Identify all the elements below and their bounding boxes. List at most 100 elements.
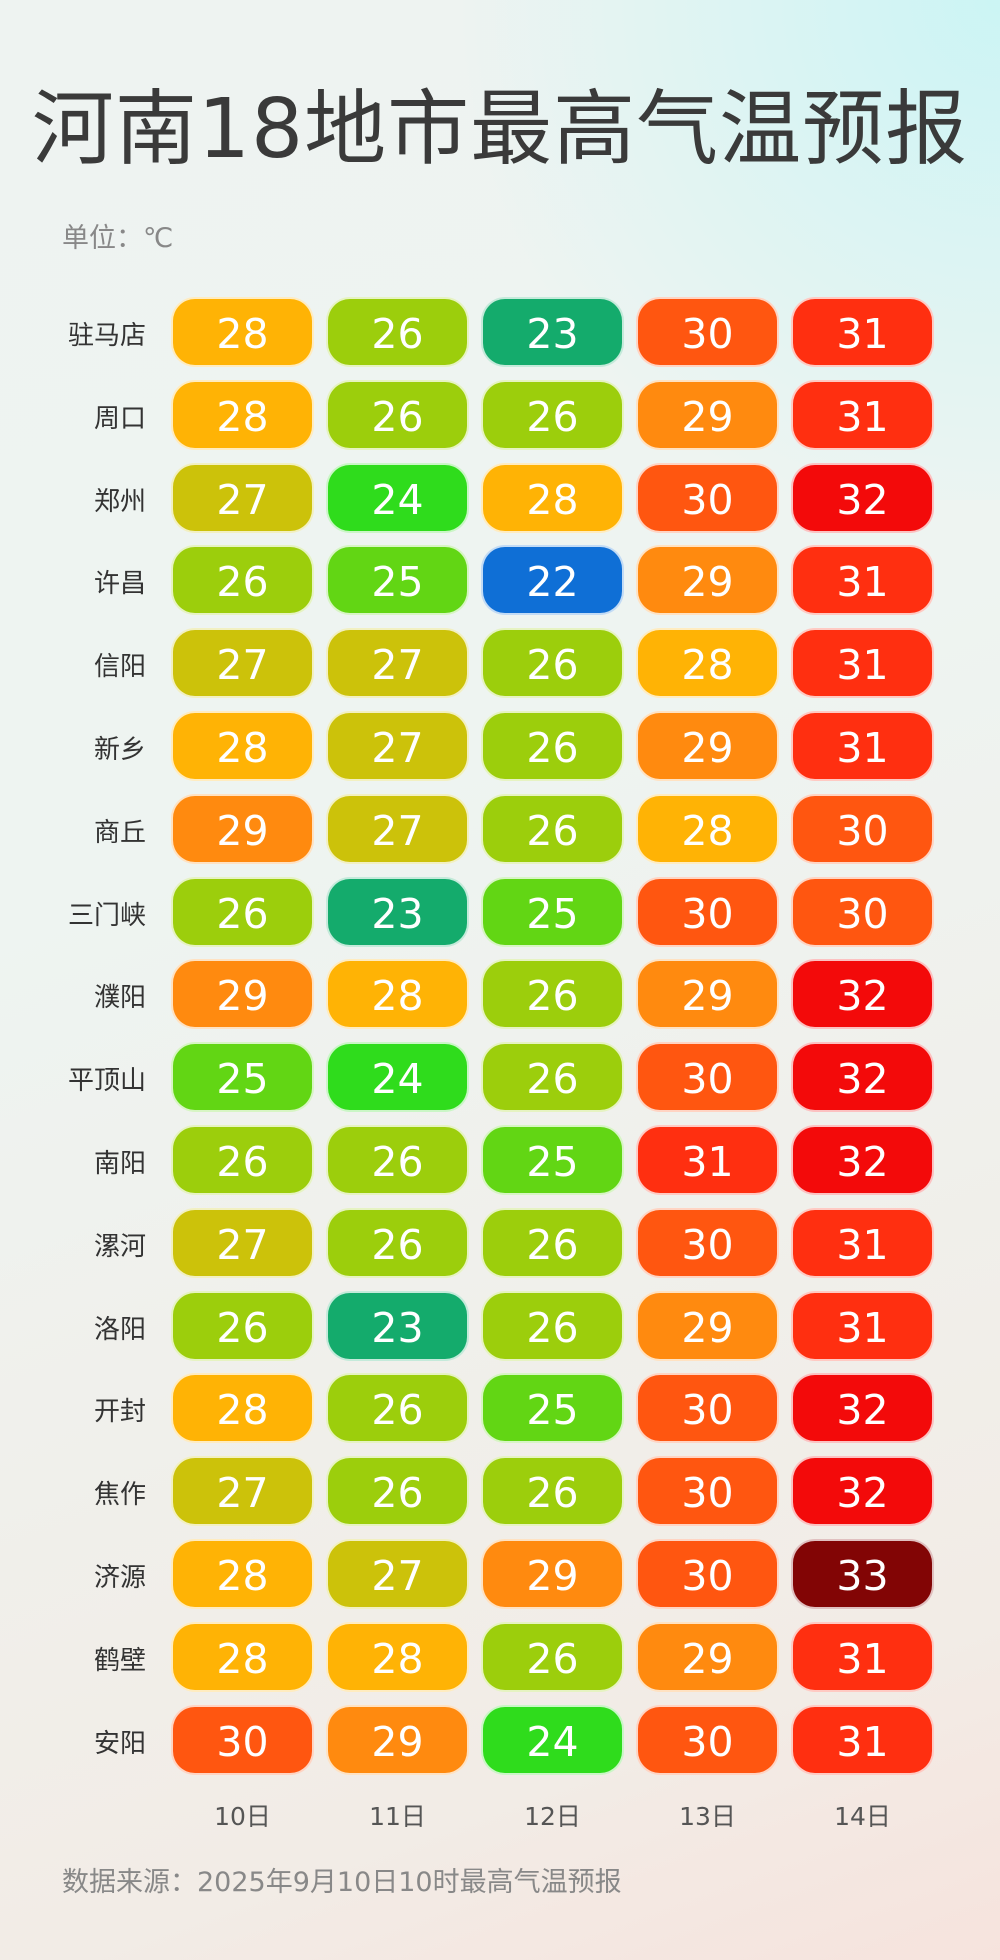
temperature-cell: 26	[326, 1373, 469, 1444]
temperature-cell: 24	[326, 462, 469, 533]
temperature-cell: 30	[636, 1539, 779, 1609]
temperature-cell: 32	[791, 1373, 934, 1444]
row-label: 焦作	[93, 1480, 146, 1511]
temperature-cell: 29	[636, 959, 779, 1030]
row-label: 漯河	[93, 1231, 146, 1262]
temperature-cell: 25	[326, 545, 469, 616]
temperature-cell: 30	[636, 1207, 779, 1278]
temperature-cell: 30	[636, 1704, 779, 1775]
temperature-cell: 30	[636, 1042, 779, 1113]
temperature-cell: 27	[171, 1456, 314, 1527]
temperature-cell: 25	[171, 1042, 314, 1113]
temperature-cell: 30	[636, 876, 779, 947]
temperature-cell: 26	[481, 1042, 624, 1113]
temperature-cell: 27	[326, 628, 469, 699]
temperature-cell: 29	[636, 545, 779, 616]
row-label: 濮阳	[93, 983, 146, 1014]
temperature-cell: 32	[791, 462, 934, 533]
row-label: 商丘	[93, 817, 146, 848]
temperature-cell: 24	[326, 1042, 469, 1113]
temperature-cell: 27	[326, 793, 469, 864]
temperature-cell: 29	[326, 1704, 469, 1775]
temperature-cell: 29	[636, 379, 779, 450]
temperature-cell: 31	[791, 1290, 934, 1361]
temperature-cell: 27	[326, 711, 469, 781]
temperature-cell: 25	[481, 876, 624, 947]
row-label: 鹤壁	[93, 1645, 146, 1676]
temperature-cell: 26	[481, 1456, 624, 1527]
temperature-cell: 32	[791, 959, 934, 1030]
temperature-cell: 31	[791, 1207, 934, 1278]
temperature-cell: 26	[481, 1621, 624, 1692]
temperature-cell: 26	[481, 711, 624, 781]
row-label: 洛阳	[93, 1314, 146, 1345]
temperature-cell: 28	[171, 1539, 314, 1609]
temperature-cell: 28	[171, 379, 314, 450]
temperature-cell: 26	[481, 1207, 624, 1278]
temperature-cell: 26	[326, 379, 469, 450]
temperature-cell: 28	[171, 297, 314, 367]
temperature-cell: 26	[481, 379, 624, 450]
column-label: 10日	[214, 1802, 271, 1831]
temperature-cell: 26	[481, 959, 624, 1030]
temperature-cell: 29	[636, 1290, 779, 1361]
temperature-cell: 25	[481, 1373, 624, 1444]
temperature-cell: 26	[481, 1290, 624, 1361]
temperature-cell: 26	[171, 1125, 314, 1195]
row-label: 郑州	[93, 486, 146, 517]
temperature-cell: 27	[171, 462, 314, 533]
temperature-cell: 29	[636, 1621, 779, 1692]
temperature-cell: 30	[636, 1456, 779, 1527]
temperature-cell: 29	[481, 1539, 624, 1609]
data-source: 数据来源：2025年9月10日10时最高气温预报	[62, 1867, 622, 1898]
temperature-cell: 28	[636, 628, 779, 699]
row-label: 驻马店	[67, 321, 146, 351]
row-label: 信阳	[93, 652, 146, 683]
row-label: 三门峡	[67, 900, 146, 931]
temperature-cell: 26	[171, 876, 314, 947]
temperature-cell: 27	[326, 1539, 469, 1609]
temperature-cell: 28	[171, 711, 314, 781]
temperature-cell: 23	[326, 1290, 469, 1361]
temperature-cell: 33	[791, 1539, 934, 1609]
temperature-cell: 31	[791, 628, 934, 699]
temperature-cell: 32	[791, 1456, 934, 1527]
temperature-cell: 23	[481, 297, 624, 367]
temperature-cell: 31	[791, 297, 934, 367]
temperature-cell: 30	[636, 297, 779, 367]
temperature-cell: 29	[171, 959, 314, 1030]
temperature-cell: 29	[171, 793, 314, 864]
temperature-cell: 30	[791, 793, 934, 864]
temperature-cell: 26	[481, 628, 624, 699]
row-label: 周口	[93, 403, 146, 434]
temperature-cell: 31	[791, 711, 934, 781]
column-label: 11日	[369, 1802, 426, 1831]
temperature-cell: 26	[326, 1125, 469, 1195]
temperature-cell: 28	[326, 1621, 469, 1692]
temperature-cell: 24	[481, 1704, 624, 1775]
temperature-cell: 30	[636, 462, 779, 533]
temperature-cell: 30	[636, 1373, 779, 1444]
temperature-cell: 28	[326, 959, 469, 1030]
row-label: 南阳	[93, 1149, 146, 1179]
chart-title: 河南18地市最高气温预报	[31, 82, 969, 177]
temperature-cell: 26	[326, 297, 469, 367]
row-label: 安阳	[93, 1728, 146, 1759]
temperature-cell: 27	[171, 1207, 314, 1278]
temperature-cell: 25	[481, 1125, 624, 1195]
temperature-cell: 22	[481, 545, 624, 616]
column-label: 13日	[679, 1802, 736, 1831]
column-label: 14日	[834, 1802, 891, 1831]
temperature-cell: 26	[326, 1207, 469, 1278]
unit-label: 单位：℃	[62, 223, 174, 254]
temperature-cell: 32	[791, 1125, 934, 1195]
temperature-cell: 31	[791, 545, 934, 616]
temperature-cell: 26	[326, 1456, 469, 1527]
temperature-cell: 26	[481, 793, 624, 864]
temperature-cell: 29	[636, 711, 779, 781]
temperature-cell: 28	[636, 793, 779, 864]
row-label: 许昌	[93, 569, 146, 600]
temperature-cell: 31	[791, 1704, 934, 1775]
temperature-cell: 28	[171, 1373, 314, 1444]
row-label: 新乡	[93, 735, 146, 765]
